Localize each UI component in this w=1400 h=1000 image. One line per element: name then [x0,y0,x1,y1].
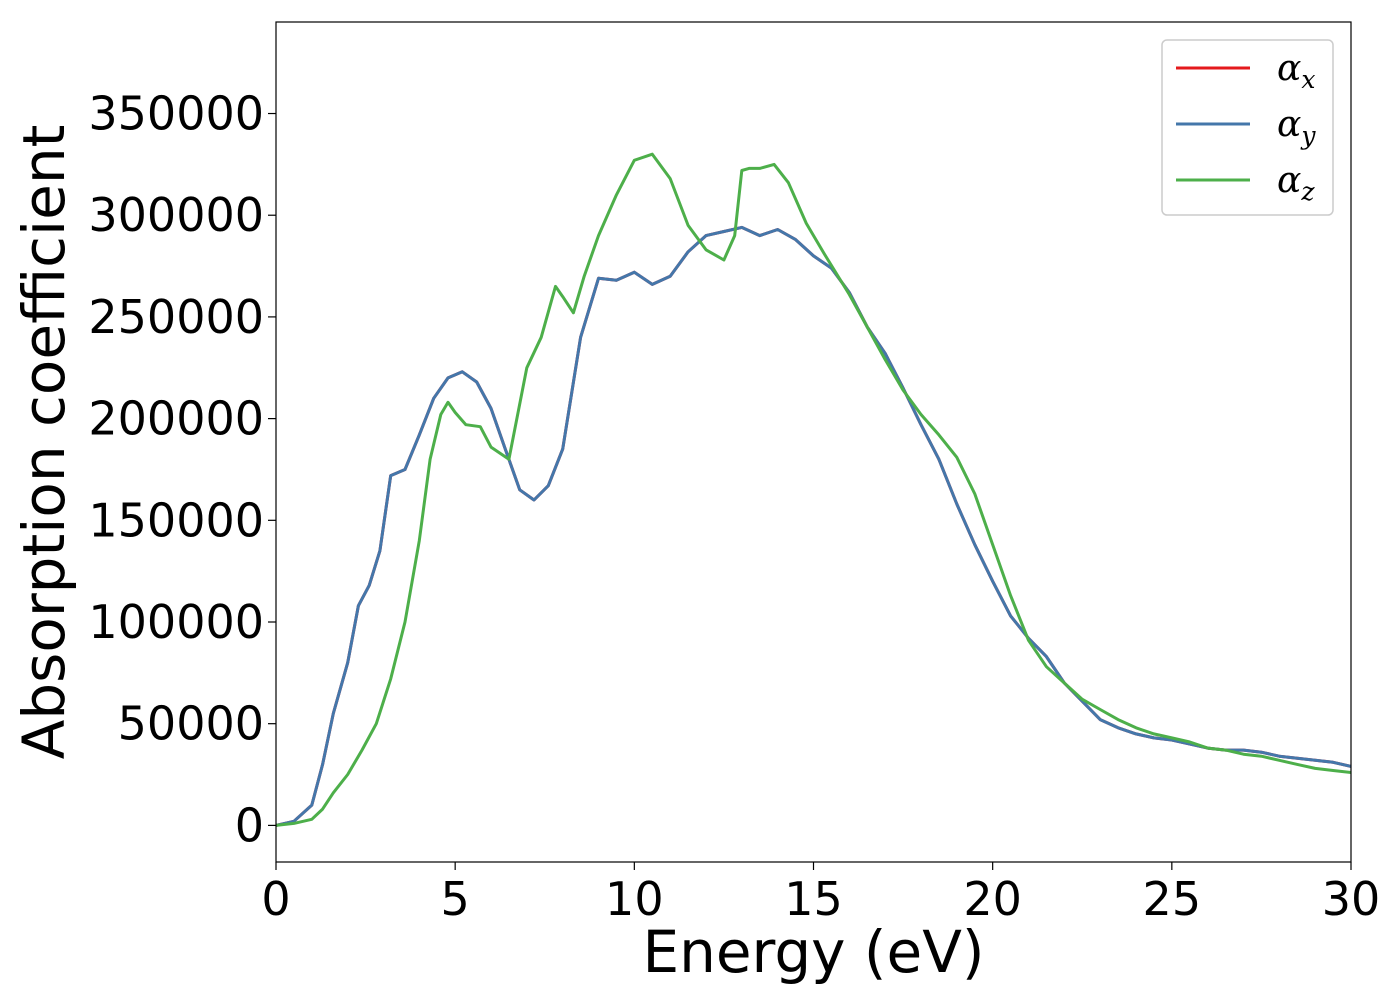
series-line-alpha-z [276,152,1351,827]
y-tick-label: 350000 [88,87,264,141]
y-axis-title: Absorption coefficient [10,125,78,760]
series-line-alpha-x [276,225,1351,827]
legend-box [1161,39,1334,216]
x-axis-title: Energy (eV) [642,918,984,986]
legend-label-alpha-y: αy [1277,104,1316,150]
x-tick-label: 15 [784,872,843,926]
y-tick-label: 300000 [88,188,264,242]
y-tick-label: 0 [235,798,264,852]
x-tick-label: 10 [605,872,664,926]
series-layer [276,152,1351,827]
x-tick-label: 20 [963,872,1022,926]
series-line-alpha-y [276,225,1351,827]
y-tick-label: 150000 [88,493,264,547]
y-tick-label: 200000 [88,392,264,446]
legend-label-alpha-z: αz [1277,160,1315,206]
x-tick-label: 5 [441,872,470,926]
x-tick-label: 0 [261,872,290,926]
y-tick-label: 250000 [88,290,264,344]
y-tick-label: 50000 [118,697,264,751]
x-tick-label: 30 [1322,872,1381,926]
legend: αx αy αz [1161,39,1334,216]
tick-layer: 0 5 10 15 20 25 30 0 50000 100000 150000 200000 2500… [88,87,1380,926]
y-tick-label: 100000 [88,595,264,649]
x-tick-label: 25 [1143,872,1202,926]
legend-label-alpha-x: αx [1277,48,1315,94]
